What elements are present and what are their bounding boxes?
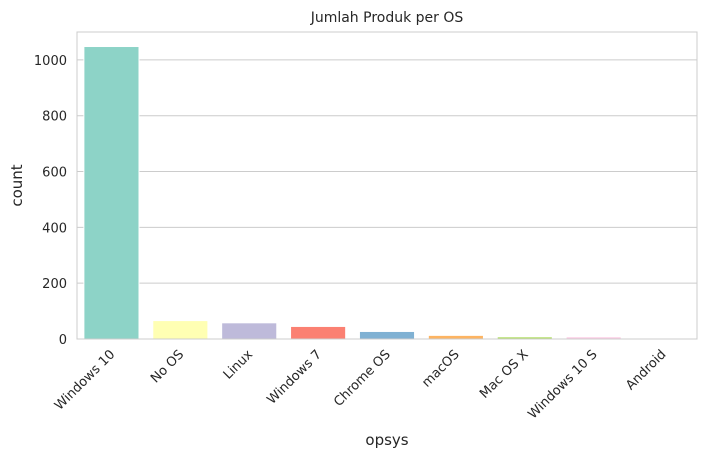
y-tick-label: 1000 bbox=[34, 54, 67, 69]
x-tick-label: Windows 7 bbox=[265, 347, 325, 407]
x-tick-labels: Windows 10 No OS Linux Windows 7 Chrome OS ma… bbox=[52, 347, 669, 422]
y-tick-label: 400 bbox=[42, 221, 67, 236]
x-tick-label: No OS bbox=[148, 347, 187, 386]
x-tick-label: Android bbox=[623, 347, 669, 393]
chart-title: Jumlah Produk per OS bbox=[310, 10, 464, 26]
x-tick-label: Mac OS X bbox=[477, 347, 532, 402]
bar-no-os bbox=[152, 320, 209, 340]
y-tick-labels: 0 200 400 600 800 1000 bbox=[34, 54, 67, 348]
x-tick-label: Windows 10 S bbox=[525, 347, 600, 422]
y-tick-label: 800 bbox=[42, 110, 67, 125]
plot-frame bbox=[76, 31, 698, 340]
bar-chrome-os bbox=[358, 330, 416, 340]
x-axis-label: opsys bbox=[365, 431, 408, 449]
bar-windows-7 bbox=[290, 325, 347, 340]
x-tick-label: Windows 10 bbox=[52, 347, 118, 413]
bar-macos bbox=[427, 334, 484, 340]
y-tick-label: 0 bbox=[59, 333, 67, 348]
gridlines bbox=[77, 59, 697, 340]
bars bbox=[83, 46, 691, 340]
x-tick-label: Linux bbox=[221, 347, 257, 383]
y-axis-label: count bbox=[8, 164, 26, 206]
bar-windows-10 bbox=[83, 46, 140, 340]
x-tick-label: Chrome OS bbox=[331, 347, 394, 410]
bar-linux bbox=[221, 322, 278, 340]
y-tick-label: 600 bbox=[42, 166, 67, 181]
y-tick-label: 200 bbox=[42, 277, 67, 292]
x-tick-label: macOS bbox=[419, 347, 462, 390]
